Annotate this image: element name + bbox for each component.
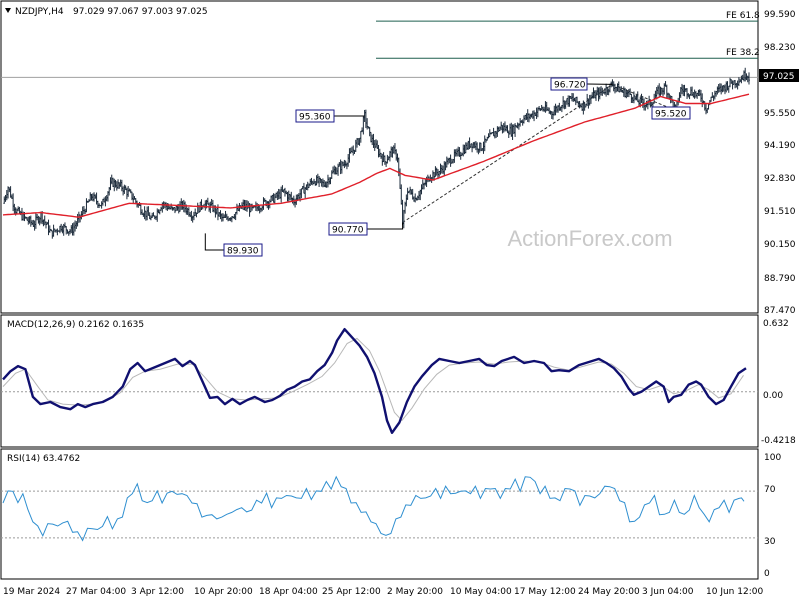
time-tick-label: 27 Mar 04:00	[66, 587, 126, 597]
price-tick-label: 94.190	[764, 141, 796, 151]
fib-61-8-label: FE 61.8	[726, 11, 760, 21]
projection-line	[612, 83, 676, 111]
time-tick-label: 19 Mar 2024	[3, 587, 60, 597]
rsi-line	[2, 475, 745, 542]
macd-signal-line	[2, 337, 744, 422]
annotation-90-770-box	[328, 222, 368, 236]
annotation-96-720-box	[550, 77, 588, 91]
rsi-series	[1, 475, 758, 542]
price-tick-label: 91.510	[764, 207, 796, 217]
macd-tick-label: -0.4218	[761, 436, 796, 446]
rsi-title: RSI(14) 63.4762	[7, 454, 80, 464]
annotation-95-520: 95.520	[655, 110, 687, 120]
macd-tick-label: 0.00	[763, 391, 783, 401]
annotation-90-770: 90.770	[332, 226, 364, 236]
annotation-95-520-box	[651, 106, 691, 120]
annotation-89-930-box	[223, 243, 263, 257]
time-tick-label: 10 Apr 20:00	[194, 587, 253, 597]
time-tick-label: 10 May 04:00	[450, 587, 512, 597]
macd-series	[1, 328, 758, 434]
annotation-95-360: 95.360	[299, 113, 331, 123]
macd-title: MACD(12,26,9) 0.2162 0.1635	[7, 320, 144, 330]
macd-tick-label: 0.632	[763, 319, 789, 329]
rsi-tick-label: 0	[764, 569, 770, 579]
price-tick-label: 99.590	[764, 10, 796, 20]
price-tick-label: 87.470	[764, 306, 796, 316]
time-tick-label: 18 Apr 04:00	[259, 587, 318, 597]
macd-line	[2, 328, 747, 434]
time-x-axis: 19 Mar 2024 27 Mar 04:00 3 Apr 12:00 10 …	[3, 587, 763, 597]
time-tick-label: 24 May 20:00	[578, 587, 640, 597]
price-tick-label: 92.830	[764, 174, 796, 184]
rsi-tick-label: 30	[764, 537, 776, 547]
macd-panel-frame	[0, 314, 759, 448]
rsi-tick-label: 70	[764, 485, 776, 495]
moving-average-line	[2, 93, 750, 218]
price-tick-label: 95.550	[764, 109, 796, 119]
time-tick-label: 2 May 20:00	[387, 587, 443, 597]
annotation-90-770-leader	[367, 222, 404, 230]
rsi-y-axis: 100 70 30 0	[764, 453, 781, 579]
price-header: NZDJPY,H4 97.029 97.067 97.003 97.025	[5, 7, 208, 17]
price-y-axis: 99.590 98.230 95.550 94.190 92.830 91.51…	[759, 10, 799, 316]
current-price-label: 97.025	[763, 72, 795, 82]
annotation-96-720: 96.720	[554, 81, 586, 91]
annotation-89-930: 89.930	[227, 247, 259, 257]
rsi-panel-frame	[0, 448, 759, 580]
watermark: ActionForex.com	[507, 226, 672, 251]
collapse-arrow-icon	[5, 8, 11, 13]
time-tick-label: 3 Apr 12:00	[131, 587, 184, 597]
current-price-tag	[759, 69, 799, 82]
time-tick-label: 10 Jun 12:00	[706, 587, 763, 597]
symbol-label: NZDJPY,H4	[15, 7, 64, 17]
price-series: FE 61.8 FE 38.2 96.720 95.360 95.520 90.770 89…	[1, 11, 760, 257]
price-tick-label: 90.150	[764, 240, 796, 250]
projection-line	[402, 84, 613, 223]
price-tick-label: 98.230	[764, 43, 796, 53]
price-tick-label: 88.790	[764, 274, 796, 284]
time-tick-label: 3 Jun 04:00	[642, 587, 694, 597]
annotation-95-360-box	[295, 109, 335, 123]
time-tick-label: 17 May 12:00	[514, 587, 576, 597]
rsi-tick-label: 100	[764, 453, 781, 463]
macd-y-axis: 0.632 0.00 -0.4218	[761, 319, 796, 446]
fib-38-2-label: FE 38.2	[726, 48, 760, 58]
time-tick-label: 25 Apr 12:00	[322, 587, 381, 597]
price-panel-frame	[0, 0, 759, 314]
ohlc-label: 97.029 97.067 97.003 97.025	[73, 7, 208, 17]
